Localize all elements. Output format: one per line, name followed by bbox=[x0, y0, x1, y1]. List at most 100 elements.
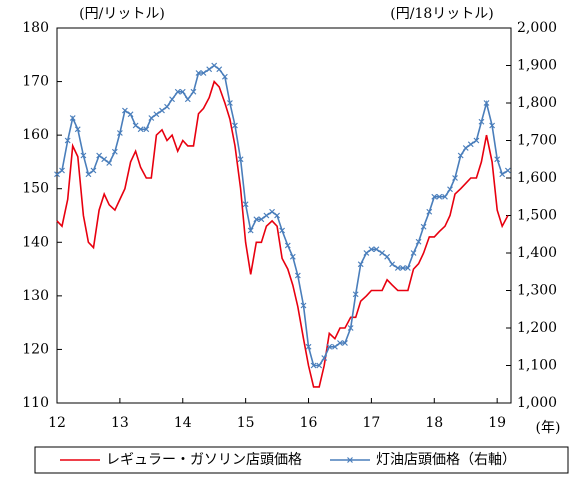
y-tick-label: 110 bbox=[22, 395, 49, 411]
marker bbox=[195, 70, 202, 76]
marker bbox=[232, 122, 238, 129]
marker bbox=[363, 250, 370, 256]
marker bbox=[473, 137, 480, 144]
marker bbox=[69, 115, 76, 121]
marker bbox=[143, 126, 150, 133]
marker bbox=[289, 253, 296, 260]
marker bbox=[352, 291, 359, 298]
marker bbox=[216, 66, 223, 73]
marker bbox=[242, 201, 249, 208]
y-tick-label: 130 bbox=[22, 288, 49, 304]
legend-box bbox=[34, 446, 569, 474]
marker bbox=[436, 193, 443, 200]
marker bbox=[483, 100, 490, 106]
y2-tick-label: 1,200 bbox=[517, 320, 557, 336]
marker bbox=[269, 208, 275, 215]
legend-label: 灯油店頭価格（右軸） bbox=[376, 452, 516, 468]
marker bbox=[347, 325, 354, 331]
marker bbox=[137, 126, 144, 133]
marker bbox=[478, 118, 485, 125]
marker bbox=[326, 343, 333, 350]
marker bbox=[499, 171, 506, 178]
y2-tick-label: 2,000 bbox=[517, 20, 557, 36]
x-tick-label: 14 bbox=[174, 415, 192, 431]
marker bbox=[54, 171, 60, 178]
marker bbox=[184, 96, 191, 103]
marker bbox=[85, 171, 92, 178]
marker bbox=[321, 355, 328, 361]
marker bbox=[431, 193, 438, 200]
marker bbox=[294, 272, 301, 279]
marker bbox=[394, 265, 401, 271]
series-line bbox=[56, 80, 509, 388]
y2-tick-label: 1,400 bbox=[517, 245, 557, 261]
marker bbox=[132, 122, 139, 129]
y2-axis-title: (円/18リットル) bbox=[390, 6, 493, 22]
marker bbox=[179, 88, 186, 95]
marker bbox=[462, 145, 469, 151]
marker bbox=[106, 160, 113, 166]
marker bbox=[116, 130, 123, 136]
marker bbox=[96, 152, 103, 159]
marker bbox=[337, 340, 343, 346]
y2-tick-label: 1,700 bbox=[517, 133, 557, 149]
marker bbox=[253, 216, 260, 223]
marker bbox=[159, 107, 165, 114]
marker bbox=[467, 141, 474, 148]
marker bbox=[404, 265, 411, 271]
marker bbox=[410, 250, 417, 256]
marker bbox=[127, 111, 134, 118]
marker bbox=[206, 66, 213, 73]
marker bbox=[342, 340, 348, 346]
y2-tick-label: 1,900 bbox=[517, 58, 557, 74]
marker bbox=[384, 253, 391, 260]
marker bbox=[59, 167, 65, 174]
y-tick-label: 180 bbox=[22, 20, 49, 36]
y2-tick-label: 1,500 bbox=[517, 208, 557, 224]
marker bbox=[263, 212, 270, 219]
marker bbox=[226, 100, 233, 106]
marker bbox=[64, 137, 71, 144]
marker bbox=[258, 216, 265, 223]
marker bbox=[284, 242, 291, 249]
marker bbox=[504, 167, 511, 174]
marker bbox=[447, 186, 453, 193]
marker bbox=[121, 107, 128, 114]
marker bbox=[247, 227, 254, 234]
y2-tick-label: 1,300 bbox=[517, 283, 557, 299]
marker bbox=[310, 362, 317, 369]
marker bbox=[399, 265, 406, 271]
x-tick-label: 15 bbox=[237, 415, 255, 431]
marker bbox=[148, 115, 155, 121]
marker bbox=[373, 246, 380, 253]
marker bbox=[420, 223, 427, 230]
marker bbox=[332, 343, 338, 350]
marker bbox=[174, 88, 181, 95]
y2-tick-label: 1,000 bbox=[517, 395, 557, 411]
y-tick-label: 160 bbox=[22, 127, 49, 143]
marker bbox=[452, 175, 458, 181]
marker bbox=[442, 193, 448, 200]
marker bbox=[169, 96, 175, 103]
marker bbox=[457, 152, 464, 159]
x-tick-label: 16 bbox=[300, 415, 318, 431]
marker bbox=[74, 126, 81, 133]
marker bbox=[90, 167, 97, 174]
x-tick-label: 18 bbox=[425, 415, 443, 431]
marker bbox=[316, 362, 323, 369]
marker bbox=[80, 152, 87, 159]
marker bbox=[101, 156, 108, 163]
y2-tick-label: 1,800 bbox=[517, 95, 557, 111]
x-unit-label: (年) bbox=[536, 420, 561, 436]
plot-frame bbox=[56, 27, 512, 404]
x-tick-label: 13 bbox=[111, 415, 129, 431]
marker bbox=[300, 302, 307, 309]
y-tick-label: 170 bbox=[22, 74, 49, 90]
marker bbox=[279, 227, 286, 234]
y-tick-label: 140 bbox=[22, 234, 49, 250]
marker bbox=[237, 156, 244, 163]
y-axis-title: (円/リットル) bbox=[79, 6, 165, 22]
x-tick-label: 12 bbox=[48, 415, 66, 431]
marker bbox=[379, 250, 386, 256]
